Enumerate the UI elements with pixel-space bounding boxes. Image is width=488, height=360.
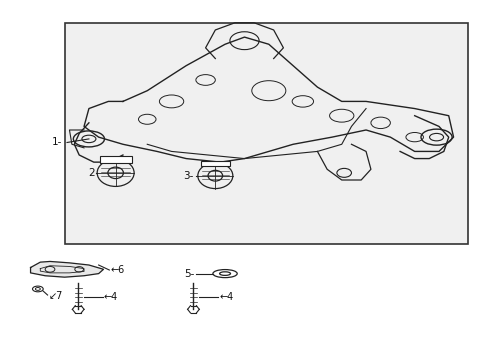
- Text: 5-: 5-: [183, 269, 194, 279]
- Text: ←4: ←4: [219, 292, 233, 302]
- FancyBboxPatch shape: [64, 23, 467, 244]
- Text: 2: 2: [88, 168, 95, 178]
- Text: ←4: ←4: [104, 292, 118, 302]
- Polygon shape: [30, 261, 103, 277]
- Bar: [201, 161, 229, 166]
- Text: ↙7: ↙7: [49, 292, 63, 301]
- Text: 1-: 1-: [52, 138, 62, 148]
- Text: ←6: ←6: [111, 265, 125, 275]
- Bar: [100, 157, 131, 163]
- Text: 3-: 3-: [183, 171, 194, 181]
